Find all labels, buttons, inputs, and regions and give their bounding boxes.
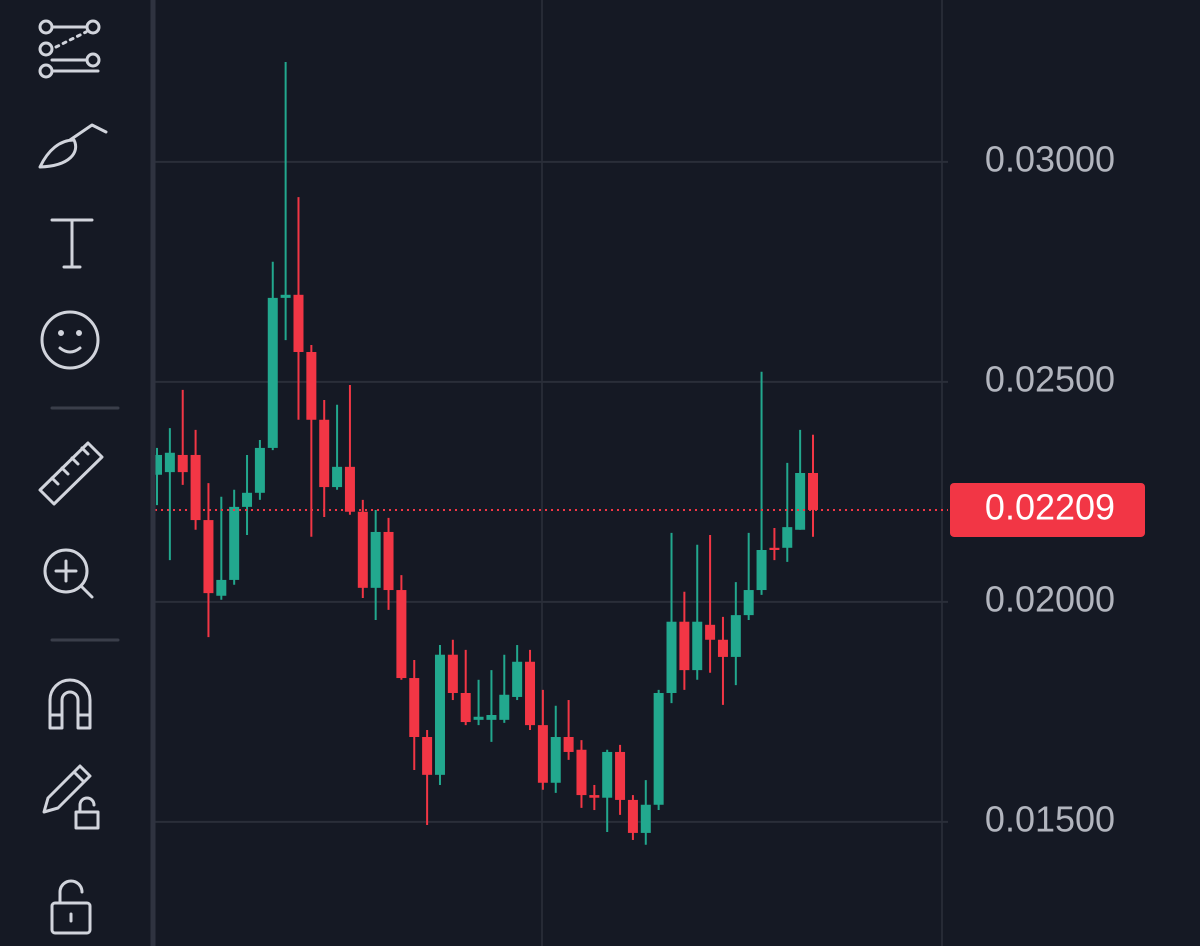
candle-body (512, 661, 523, 697)
ruler-tool[interactable] (38, 441, 104, 506)
candle-body (357, 511, 368, 588)
candle-body (396, 590, 407, 679)
toolbar-icons (38, 19, 120, 935)
candle-body (229, 506, 240, 580)
candle-body (692, 621, 703, 671)
candle-body (383, 531, 394, 591)
y-tick-label: 0.03000 (985, 138, 1115, 179)
candle-body (319, 419, 330, 488)
candle-body (370, 531, 381, 588)
candle-body (756, 550, 767, 591)
candle-body (563, 737, 574, 752)
candle-body (460, 693, 471, 723)
y-tick-label: 0.02000 (985, 578, 1115, 619)
candle-body (653, 693, 664, 805)
lines-tool[interactable] (38, 19, 101, 79)
candle-body (525, 661, 536, 726)
text-tool[interactable] (50, 218, 94, 269)
candle-body (769, 547, 780, 550)
candle-body (164, 452, 175, 473)
candle-body (242, 492, 253, 507)
candle-body (666, 621, 677, 693)
candle-body (190, 454, 201, 521)
candle-body (640, 804, 651, 833)
lock-tool[interactable] (50, 879, 92, 935)
candle-body (306, 352, 317, 420)
candle-body (216, 579, 227, 596)
plot-area: 0.01500 0.02000 0.02500 0.03000 0.02209 (152, 0, 1145, 946)
emoji-tool[interactable] (40, 310, 100, 370)
candle-body (589, 795, 600, 798)
candle-body (795, 473, 806, 530)
candle-body (447, 654, 458, 693)
candle-body (576, 749, 587, 796)
candle-body (782, 527, 793, 548)
candle-body (434, 654, 445, 775)
candle-body (550, 737, 561, 783)
candle-body (602, 751, 613, 798)
candle-body (679, 621, 690, 671)
candle-body (422, 737, 433, 775)
candle-body (177, 454, 188, 473)
candle-body (705, 624, 716, 640)
candle-body (293, 294, 304, 352)
candle-body (152, 454, 162, 475)
lock-drawings-tool[interactable] (42, 764, 100, 830)
candle-body (499, 694, 510, 720)
candle-body (332, 466, 343, 488)
candle-body (344, 466, 355, 512)
candle-body (537, 725, 548, 783)
candle-body (717, 639, 728, 657)
candle-body (615, 751, 626, 800)
y-tick-label: 0.01500 (985, 798, 1115, 839)
brush-tool[interactable] (38, 123, 108, 169)
candle-body (203, 520, 214, 594)
candle-body (486, 715, 497, 720)
last-price-badge (950, 482, 1145, 537)
toolbar (0, 0, 150, 946)
magnet-tool[interactable] (48, 678, 92, 730)
candle-body (743, 590, 754, 616)
candle-body (409, 678, 420, 737)
candle-body (254, 447, 265, 493)
candle-body (730, 615, 741, 657)
y-tick-label: 0.02500 (985, 358, 1115, 399)
candle-body (808, 473, 818, 510)
candle-body (473, 716, 484, 720)
last-price-label: 0.02209 (985, 486, 1115, 527)
zoom-tool[interactable] (43, 548, 94, 599)
candle-body (267, 297, 278, 448)
candle-body (280, 294, 291, 298)
candle-body (627, 799, 638, 833)
